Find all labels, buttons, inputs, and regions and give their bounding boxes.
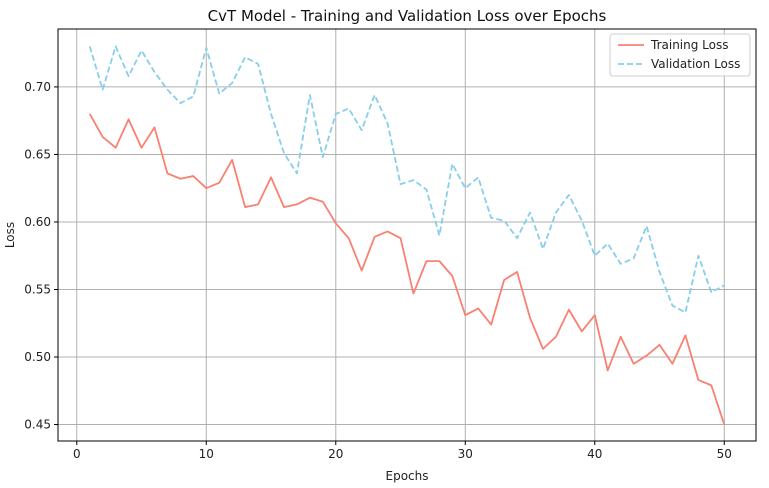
legend: Training Loss Validation Loss — [609, 33, 751, 77]
y-axis-title: Loss — [3, 222, 17, 248]
y-tick-label: 0.45 — [24, 418, 51, 432]
grid-layer — [58, 29, 756, 441]
chart-title: CvT Model - Training and Validation Loss… — [208, 7, 607, 25]
y-tick-label: 0.70 — [24, 80, 51, 94]
axis-layer: 0 10 20 30 40 50 0.45 0.50 0.55 0.60 0.65 0.70 — [24, 80, 732, 461]
y-tick-label: 0.60 — [24, 215, 51, 229]
series-line-validation-loss — [88, 45, 725, 314]
series-line-training-loss — [88, 113, 726, 425]
x-tick-label: 40 — [587, 447, 602, 461]
legend-box — [609, 33, 751, 77]
legend-label: Validation Loss — [651, 57, 740, 71]
legend-label: Training Loss — [650, 38, 728, 52]
y-tick-label: 0.65 — [24, 147, 51, 161]
y-tick-label: 0.55 — [24, 282, 51, 296]
x-tick-label: 50 — [717, 447, 732, 461]
x-tick-label: 10 — [199, 447, 214, 461]
series-layer — [88, 45, 726, 425]
x-tick-label: 20 — [328, 447, 343, 461]
plot-frame — [57, 28, 757, 442]
x-tick-label: 0 — [73, 447, 81, 461]
y-tick-label: 0.50 — [24, 350, 51, 364]
x-axis-title: Epochs — [386, 469, 429, 483]
x-tick-label: 30 — [458, 447, 473, 461]
